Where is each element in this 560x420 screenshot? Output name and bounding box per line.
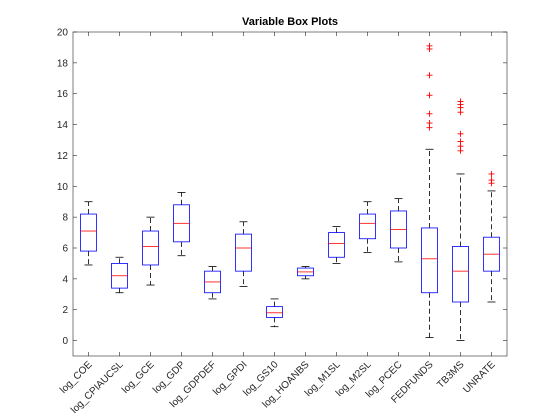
box-group-0	[80, 201, 97, 266]
box	[359, 213, 376, 240]
box	[235, 233, 252, 272]
box-group-4	[204, 266, 221, 300]
y-tick-label: 6	[62, 244, 68, 255]
box	[266, 306, 283, 318]
y-tick-label: 8	[62, 213, 68, 224]
outlier-marker	[488, 170, 495, 177]
outlier-marker	[426, 42, 433, 49]
box-group-11	[421, 42, 438, 338]
y-tick-label: 0	[62, 336, 68, 347]
box	[328, 232, 345, 258]
box	[80, 213, 97, 252]
outlier-marker	[457, 130, 464, 137]
box-group-8	[328, 225, 345, 264]
box-group-13	[483, 170, 500, 303]
outlier-marker	[457, 98, 464, 105]
boxes-layer	[80, 42, 500, 341]
axes-layer: 02468101214161820log_COElog_CPIAUCSLlog_…	[57, 28, 508, 416]
y-tick-label: 16	[57, 89, 69, 100]
box-group-2	[142, 216, 159, 286]
y-tick-label: 2	[62, 305, 68, 316]
y-tick-label: 18	[57, 58, 69, 69]
box-group-10	[390, 198, 407, 263]
box-group-1	[111, 256, 128, 294]
box-group-6	[266, 298, 283, 328]
box	[142, 230, 159, 266]
chart-title: Variable Box Plots	[242, 16, 338, 28]
box	[421, 227, 438, 294]
box	[452, 246, 469, 303]
box-group-5	[235, 221, 252, 287]
y-tick-label: 4	[62, 274, 68, 285]
y-tick-label: 14	[57, 120, 69, 131]
box-group-9	[359, 201, 376, 254]
box-group-12	[452, 98, 469, 341]
y-tick-label: 20	[57, 28, 69, 39]
outlier-marker	[426, 92, 433, 99]
y-tick-label: 10	[57, 182, 69, 193]
box-group-3	[173, 192, 190, 257]
y-tick-label: 12	[57, 151, 69, 162]
x-tick-label: UNRATE	[461, 359, 498, 396]
outlier-marker	[426, 120, 433, 127]
outlier-marker	[426, 72, 433, 79]
outlier-marker	[488, 177, 495, 184]
plot-frame	[72, 31, 508, 357]
box-group-7	[297, 266, 314, 280]
outlier-marker	[457, 138, 464, 145]
outlier-marker	[426, 110, 433, 117]
x-tick-label: log_GCE	[120, 359, 157, 396]
